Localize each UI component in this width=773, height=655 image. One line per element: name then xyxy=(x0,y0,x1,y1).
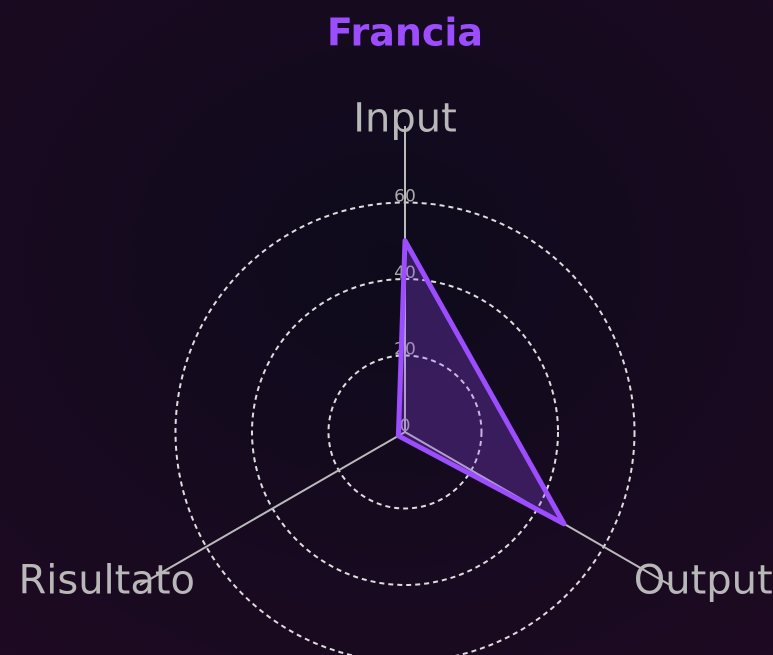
axis-label: Risultato xyxy=(18,558,195,604)
axis-line xyxy=(139,431,406,586)
r-tick-label: 60 xyxy=(394,187,416,207)
r-tick-label: 0 xyxy=(400,416,411,436)
chart-title: Francia xyxy=(327,11,483,55)
grid-circle xyxy=(327,354,483,510)
axis-label: Input xyxy=(353,96,457,142)
axis-label: Output xyxy=(634,558,773,604)
radar-area xyxy=(395,238,567,527)
